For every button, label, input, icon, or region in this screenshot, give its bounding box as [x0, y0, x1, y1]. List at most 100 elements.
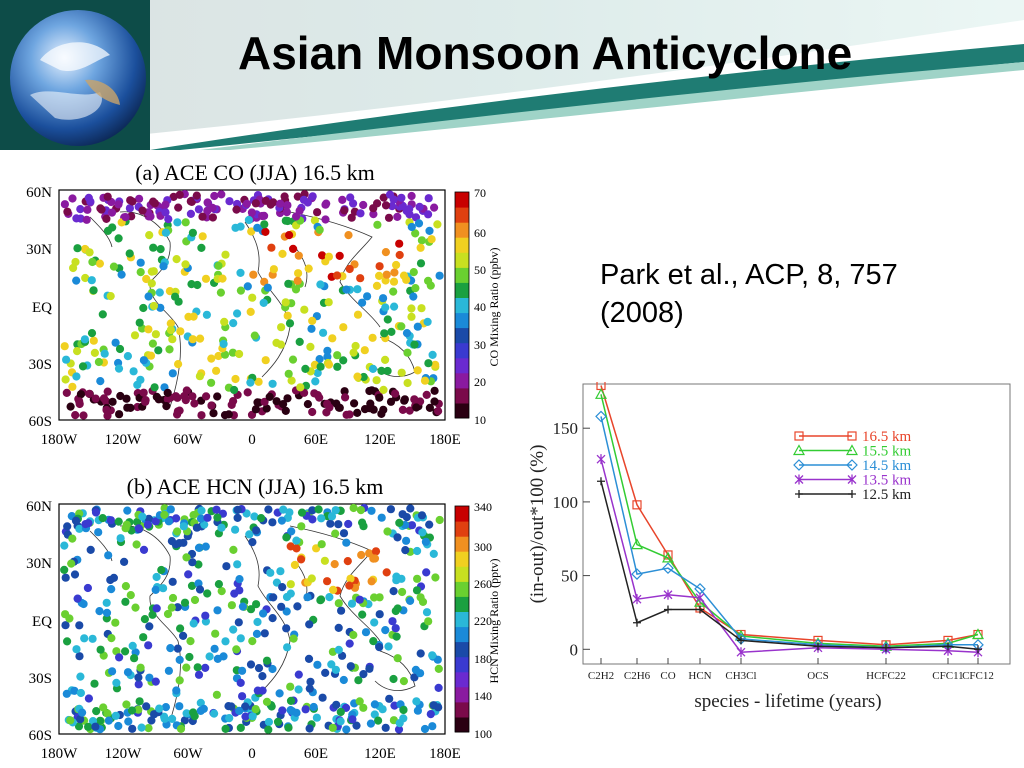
- map-data-point: [430, 397, 439, 406]
- map-data-point: [433, 220, 442, 229]
- map-data-point: [207, 401, 216, 410]
- map-data-point: [75, 652, 84, 661]
- co-map-panel: (a) ACE CO (JJA) 16.5 km 60N 30N EQ 30S …: [26, 160, 501, 448]
- map-data-point: [395, 719, 404, 728]
- lifetime-line-chart: 0 50 100 150 C2H2 C2H6 CO HCN CH3Cl OCS HCFC22 CFC…: [527, 382, 1011, 712]
- map-data-point: [323, 346, 332, 355]
- map-data-point: [76, 672, 85, 681]
- map-data-point: [88, 634, 97, 643]
- map-data-point: [146, 212, 155, 221]
- data-point-marker: [696, 605, 704, 614]
- map-data-point: [416, 243, 425, 252]
- co-colorbar-tick-10: 10: [474, 413, 486, 427]
- legend-entry: 14.5 km: [793, 458, 912, 474]
- map-data-point: [244, 215, 253, 225]
- data-point-marker: [736, 647, 746, 658]
- map-data-point: [85, 248, 94, 257]
- map-data-point: [120, 557, 129, 566]
- colorbar-segment: [455, 282, 469, 298]
- legend-label: 15.5 km: [862, 444, 912, 460]
- map-data-point: [100, 349, 109, 358]
- data-point-marker: [661, 551, 675, 563]
- map-data-point: [95, 607, 104, 616]
- map-data-point: [430, 386, 439, 395]
- colorbar-segment: [455, 656, 469, 673]
- map-data-point: [108, 667, 117, 676]
- map-data-point: [106, 516, 115, 525]
- map-data-point: [248, 637, 257, 646]
- map-data-point: [227, 601, 236, 610]
- legend-label: 14.5 km: [862, 458, 912, 474]
- map-data-point: [331, 665, 340, 674]
- map-data-point: [236, 634, 245, 643]
- map-data-point: [225, 714, 234, 723]
- map-data-point: [210, 709, 219, 718]
- map-data-point: [258, 686, 267, 695]
- map-data-point: [392, 260, 401, 270]
- map-data-point: [241, 712, 250, 721]
- map-data-point: [353, 285, 362, 294]
- data-point-marker: [664, 605, 672, 614]
- colorbar-segment: [455, 252, 469, 268]
- map-data-point: [263, 283, 272, 292]
- map-data-point: [407, 312, 416, 321]
- map-data-point: [128, 641, 137, 650]
- map-data-point: [60, 565, 69, 574]
- map-data-point: [295, 337, 304, 346]
- map-data-point: [334, 623, 343, 632]
- co-lon-label-120e: 120E: [364, 432, 396, 448]
- map-data-point: [76, 715, 85, 724]
- map-data-point: [145, 673, 154, 682]
- map-data-point: [365, 549, 374, 558]
- map-data-point: [381, 355, 390, 364]
- map-data-point: [79, 599, 88, 609]
- map-data-point: [405, 210, 414, 219]
- map-data-point: [379, 193, 388, 202]
- map-data-point: [232, 205, 241, 214]
- map-data-point: [236, 268, 245, 277]
- map-data-point: [90, 679, 99, 688]
- co-map-title: (a) ACE CO (JJA) 16.5 km: [135, 160, 375, 185]
- map-data-point: [389, 195, 398, 204]
- map-data-point: [130, 331, 140, 340]
- map-data-point: [68, 534, 77, 543]
- map-data-point: [66, 716, 75, 725]
- map-data-point: [62, 355, 71, 364]
- map-data-point: [163, 395, 172, 404]
- map-data-point: [73, 594, 82, 603]
- map-data-point: [92, 707, 101, 716]
- map-data-point: [300, 305, 309, 314]
- map-data-point: [73, 347, 82, 356]
- map-data-point: [388, 617, 397, 626]
- map-data-point: [345, 264, 354, 274]
- map-data-point: [96, 645, 105, 654]
- map-data-point: [333, 351, 342, 360]
- map-data-point: [189, 619, 198, 628]
- map-data-point: [413, 546, 422, 556]
- coastline: [244, 221, 291, 378]
- map-data-point: [103, 192, 112, 201]
- hcn-map-title: (b) ACE HCN (JJA) 16.5 km: [127, 474, 384, 499]
- co-lon-label-60w: 60W: [173, 432, 203, 448]
- colorbar-segment: [455, 342, 469, 359]
- map-data-point: [371, 547, 381, 556]
- map-data-point: [375, 262, 384, 271]
- map-data-point: [370, 593, 379, 602]
- map-data-point: [233, 505, 242, 514]
- map-data-point: [397, 193, 406, 202]
- map-data-point: [225, 197, 234, 206]
- map-data-point: [247, 227, 256, 236]
- map-data-point: [127, 706, 137, 715]
- map-data-point: [421, 537, 430, 546]
- map-data-point: [434, 703, 443, 712]
- map-data-point: [235, 706, 244, 715]
- map-data-point: [176, 624, 185, 633]
- map-data-point: [384, 213, 394, 222]
- map-data-point: [201, 274, 211, 283]
- map-data-point: [221, 724, 230, 733]
- map-data-point: [75, 524, 84, 533]
- map-data-point: [289, 634, 298, 643]
- map-data-point: [213, 392, 222, 401]
- map-data-point: [349, 630, 358, 640]
- map-data-point: [391, 389, 400, 398]
